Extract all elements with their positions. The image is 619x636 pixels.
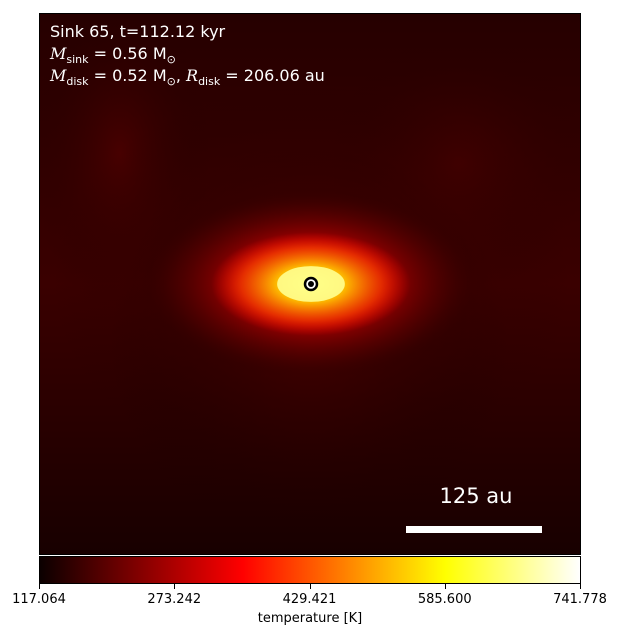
sink-title-text: Sink 65, t=112.12 kyr	[50, 22, 226, 41]
sink-marker	[303, 276, 319, 292]
colorbar-tick-mark	[39, 584, 40, 589]
colorbar-tick-label: 117.064	[12, 592, 66, 607]
colorbar-tick-mark	[309, 584, 311, 589]
temperature-field	[40, 14, 580, 554]
sink-title: Sink 65, t=112.12 kyr	[50, 22, 225, 42]
m-sink-symbol: M	[50, 44, 67, 63]
m-disk-value: = 0.52 M	[88, 66, 167, 85]
r-disk-separator: ,	[175, 66, 187, 85]
m-disk-subscript: disk	[66, 75, 89, 89]
m-disk-symbol: M	[50, 66, 67, 85]
colorbar-label: temperature [K]	[257, 611, 363, 626]
r-disk-value: = 206.06 au	[220, 66, 325, 85]
colorbar-tick-mark	[444, 584, 446, 589]
colorbar-tick-label: 273.242	[147, 592, 202, 607]
colorbar	[39, 556, 581, 584]
scale-bar-label: 125 au	[439, 484, 513, 508]
r-disk-subscript: disk	[198, 75, 221, 89]
disk-properties: Mdisk = 0.52 M⊙, Rdisk = 206.06 au	[50, 66, 325, 92]
m-sink-subscript: sink	[66, 53, 89, 67]
colorbar-tick-label: 429.421	[282, 592, 337, 607]
colorbar-tick-mark	[580, 584, 581, 589]
r-disk-symbol: R	[186, 66, 199, 85]
m-disk-sun-symbol: ⊙	[166, 75, 176, 89]
m-sink-value: = 0.56 M	[88, 44, 167, 63]
colorbar-tick-label: 741.778	[553, 592, 607, 607]
scale-bar	[406, 526, 542, 533]
colorbar-tick-mark	[174, 584, 176, 589]
colorbar-tick-label: 585.600	[417, 592, 472, 607]
m-sink-sun-symbol: ⊙	[166, 53, 176, 67]
temperature-map: Sink 65, t=112.12 kyr Msink = 0.56 M⊙ Md…	[39, 13, 581, 555]
sink-mass: Msink = 0.56 M⊙	[50, 44, 176, 70]
